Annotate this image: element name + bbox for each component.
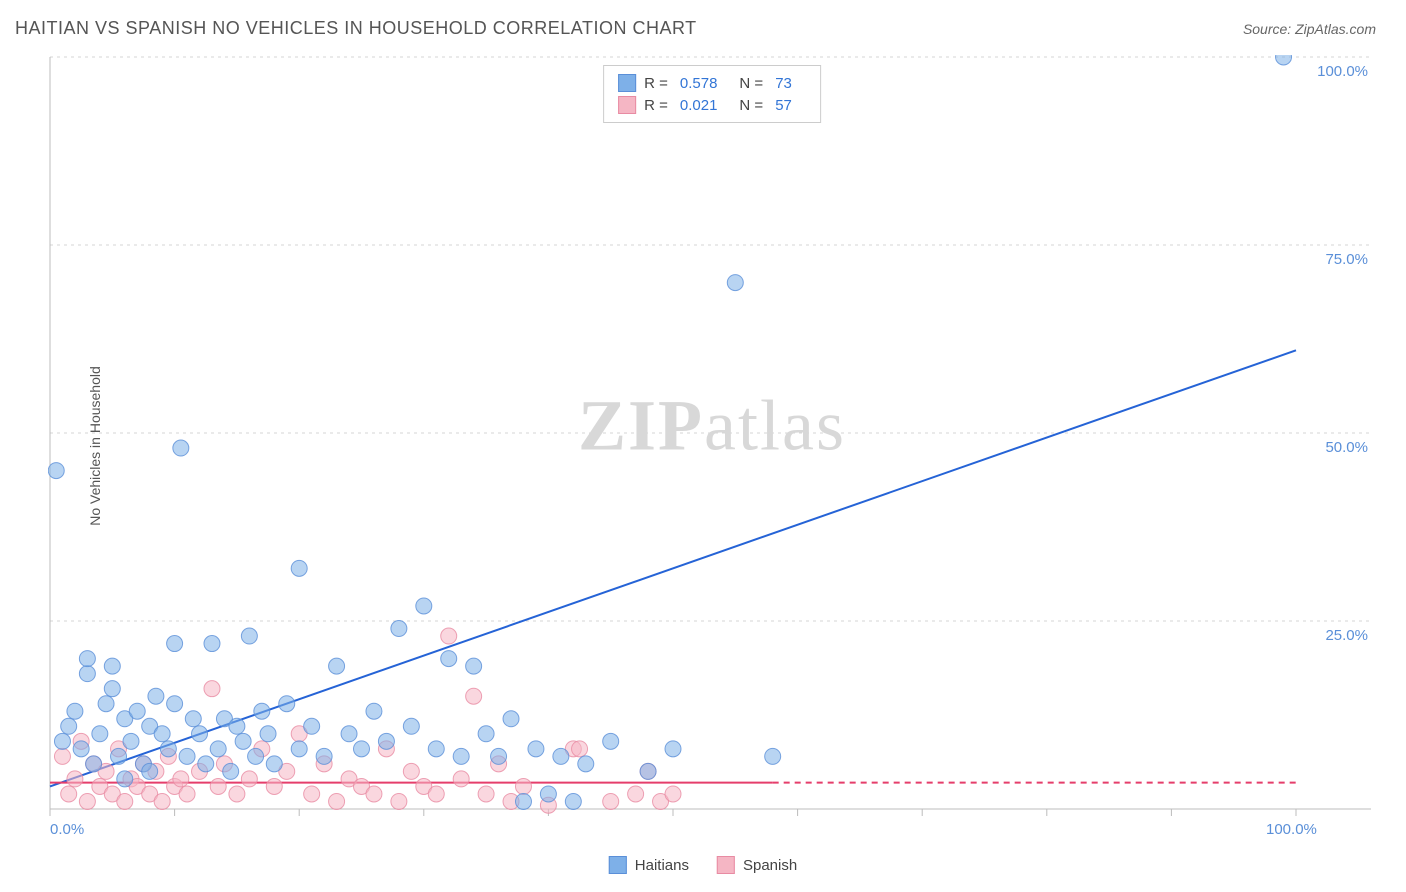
x-tick-label: 100.0% xyxy=(1266,821,1317,838)
x-tick-label: 0.0% xyxy=(50,821,84,838)
chart-area: ZIPatlas R = 0.578 N = 73 R = 0.021 N = … xyxy=(48,55,1376,827)
legend-row-haitians: R = 0.578 N = 73 xyxy=(618,72,806,94)
header: HAITIAN VS SPANISH NO VEHICLES IN HOUSEH… xyxy=(0,0,1406,49)
r-value-haitians: 0.578 xyxy=(680,75,718,92)
chart-title: HAITIAN VS SPANISH NO VEHICLES IN HOUSEH… xyxy=(15,18,697,39)
legend-row-spanish: R = 0.021 N = 57 xyxy=(618,94,806,116)
n-value-spanish: 57 xyxy=(775,97,792,114)
scatter-plot xyxy=(48,55,1376,827)
swatch-haitians-icon xyxy=(609,856,627,874)
y-tick-label: 75.0% xyxy=(1325,251,1368,268)
swatch-spanish xyxy=(618,96,636,114)
y-tick-label: 100.0% xyxy=(1317,63,1368,80)
series-legend: Haitians Spanish xyxy=(609,856,797,874)
y-tick-label: 50.0% xyxy=(1325,439,1368,456)
swatch-spanish-icon xyxy=(717,856,735,874)
y-tick-label: 25.0% xyxy=(1325,627,1368,644)
n-value-haitians: 73 xyxy=(775,75,792,92)
source-label: Source: ZipAtlas.com xyxy=(1243,21,1376,37)
legend-item-spanish: Spanish xyxy=(717,856,797,874)
legend-item-haitians: Haitians xyxy=(609,856,689,874)
swatch-haitians xyxy=(618,74,636,92)
r-value-spanish: 0.021 xyxy=(680,97,718,114)
correlation-legend: R = 0.578 N = 73 R = 0.021 N = 57 xyxy=(603,65,821,123)
